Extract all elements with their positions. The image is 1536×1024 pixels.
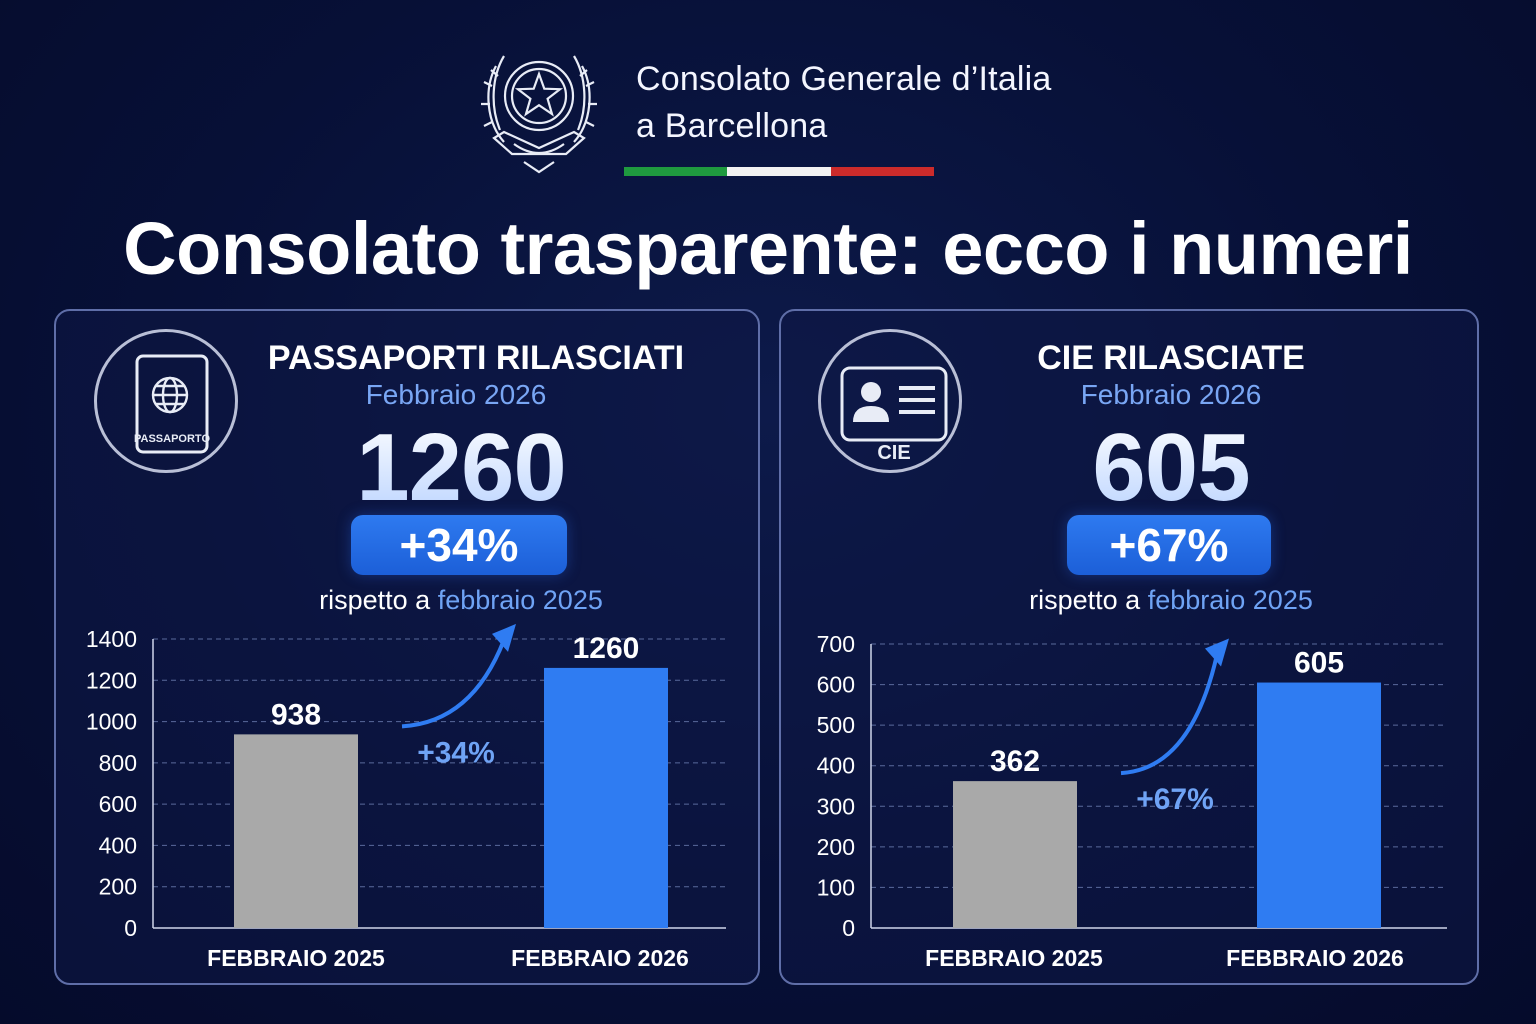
cie-panel: CIE CIE RILASCIATE Febbraio 2026 605 +67… <box>779 309 1479 985</box>
comparison-note: rispetto a febbraio 2025 <box>921 585 1421 616</box>
panel-title: PASSAPORTI RILASCIATI <box>267 339 685 377</box>
growth-annotation: +34% <box>417 736 495 769</box>
panel-total: 1260 <box>216 413 706 523</box>
growth-arrow-head <box>1205 638 1229 667</box>
passports-bar-chart: 0 200 400 600 800 1000 1200 1400 938 FEBBRAIO 202… <box>86 623 726 971</box>
panel-period: Febbraio 2026 <box>365 379 547 410</box>
y-tick-label: 200 <box>99 874 137 900</box>
growth-arrow-head <box>492 623 516 652</box>
y-tick-label: 300 <box>817 793 855 819</box>
bar-febbraio-2026 <box>544 667 668 928</box>
flag-white <box>727 167 831 176</box>
flag-green <box>624 167 728 176</box>
x-tick-label: FEBBRAIO 2026 <box>511 945 689 971</box>
change-badge: +67% <box>1067 515 1271 575</box>
passport-icon-circle: PASSAPORTO <box>94 329 238 473</box>
bar-febbraio-2025 <box>953 781 1077 928</box>
panel-title: CIE RILASCIATE <box>1037 339 1305 377</box>
italian-flag-stripe <box>624 167 934 176</box>
comparison-note: rispetto a febbraio 2025 <box>216 585 706 616</box>
y-tick-label: 0 <box>124 915 137 941</box>
page-title: Consolato trasparente: ecco i numeri <box>123 207 1413 290</box>
x-tick-label: FEBBRAIO 2025 <box>925 945 1103 971</box>
comparison-prefix: rispetto a <box>1029 585 1141 615</box>
comparison-prefix: rispetto a <box>319 585 431 615</box>
y-tick-label: 1200 <box>86 667 137 693</box>
id-card-icon-label: CIE <box>877 442 910 464</box>
passport-icon: PASSAPORTO <box>134 354 210 454</box>
x-tick-label: FEBBRAIO 2025 <box>207 945 385 971</box>
bar-value-label: 362 <box>990 745 1040 778</box>
cie-bar-chart: 0 100 200 300 400 500 600 700 362 FEBBRAIO 2025 60… <box>817 631 1447 971</box>
consulate-name: Consolato Generale d’Italia a Barcellona <box>636 56 1052 150</box>
bar-value-label: 1260 <box>573 632 640 665</box>
y-tick-label: 400 <box>817 753 855 779</box>
passports-panel: PASSAPORTO PASSAPORTI RILASCIATI Febbrai… <box>54 309 760 985</box>
consulate-name-line2: a Barcellona <box>636 107 828 145</box>
passport-icon-label: PASSAPORTO <box>134 433 210 445</box>
y-tick-label: 200 <box>817 834 855 860</box>
comparison-period: febbraio 2025 <box>1147 585 1313 615</box>
bar-febbraio-2026 <box>1257 682 1381 928</box>
y-tick-label: 800 <box>99 750 137 776</box>
bar-value-label: 938 <box>271 698 321 731</box>
panel-total: 605 <box>991 413 1351 523</box>
y-tick-label: 1000 <box>86 709 137 735</box>
comparison-period: febbraio 2025 <box>437 585 603 615</box>
flag-red <box>830 167 934 176</box>
x-tick-label: FEBBRAIO 2026 <box>1226 945 1404 971</box>
republic-emblem-icon <box>481 55 597 174</box>
y-tick-label: 700 <box>817 631 855 657</box>
panel-period: Febbraio 2026 <box>1080 379 1262 410</box>
y-tick-label: 600 <box>99 791 137 817</box>
y-tick-label: 500 <box>817 712 855 738</box>
change-badge: +34% <box>351 515 567 575</box>
bar-value-label: 605 <box>1294 647 1344 680</box>
y-tick-label: 100 <box>817 874 855 900</box>
growth-arrow <box>1120 654 1219 776</box>
growth-arrow <box>401 639 506 729</box>
growth-annotation: +67% <box>1136 783 1214 816</box>
y-tick-label: 400 <box>99 832 137 858</box>
bar-febbraio-2025 <box>234 734 358 928</box>
consulate-name-line1: Consolato Generale d’Italia <box>636 60 1052 98</box>
y-tick-label: 0 <box>842 915 855 941</box>
id-card-icon: CIE <box>840 366 948 464</box>
y-tick-label: 1400 <box>86 626 137 652</box>
y-tick-label: 600 <box>817 672 855 698</box>
id-card-icon-circle: CIE <box>818 329 962 473</box>
